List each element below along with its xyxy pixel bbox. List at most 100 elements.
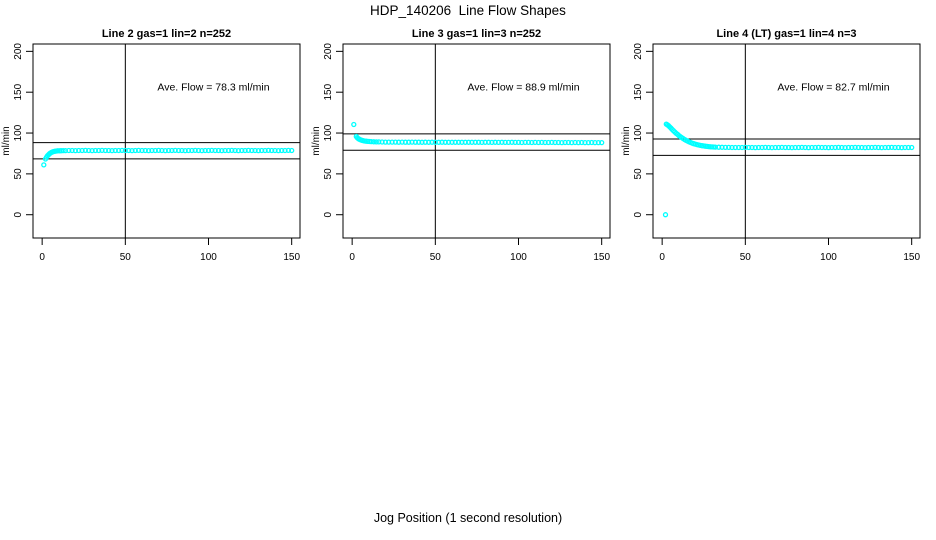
x-tick-label: 0	[659, 252, 665, 263]
data-point	[849, 144, 855, 151]
annotation-ave-flow: Ave. Flow = 82.7 ml/min	[777, 82, 889, 94]
data-point	[132, 147, 138, 154]
data-point	[909, 144, 915, 151]
data-point	[199, 147, 205, 154]
data-point	[845, 144, 852, 151]
data-point	[762, 144, 768, 151]
figure-x-axis-label: Jog Position (1 second resolution)	[373, 511, 563, 525]
data-point	[752, 144, 758, 151]
data-point	[179, 147, 185, 154]
data-point	[782, 144, 788, 151]
x-tick-label: 150	[593, 252, 610, 263]
data-point	[442, 139, 448, 145]
data-point	[579, 139, 585, 146]
x-tick-label: 150	[903, 252, 920, 263]
x-tick-label: 0	[349, 252, 355, 263]
y-tick-label: 150	[13, 83, 24, 100]
annotation-ave-flow: Ave. Flow = 78.3 ml/min	[157, 82, 269, 94]
data-point	[572, 139, 578, 146]
data-point	[289, 147, 295, 154]
panel-1: Line 2 gas=1 lin=2 n=252 0 50 100 150 0 50 100 1…	[1, 28, 301, 263]
x-tick-label: 100	[510, 252, 527, 263]
data-point	[775, 144, 782, 151]
data-point	[102, 147, 109, 154]
data-point	[225, 147, 232, 154]
data-point	[89, 147, 95, 154]
data-point	[379, 139, 385, 145]
data-point	[96, 147, 102, 154]
data-point	[809, 144, 815, 151]
data-point	[242, 147, 248, 154]
data-point	[406, 139, 412, 145]
data-point	[426, 139, 432, 145]
data-point	[789, 144, 795, 151]
data-point	[559, 139, 565, 146]
data-point	[212, 147, 218, 154]
data-point	[802, 144, 808, 151]
x-tick-label: 50	[740, 252, 752, 263]
data-point	[589, 139, 595, 146]
data-point	[232, 147, 238, 154]
data-point	[869, 144, 875, 151]
data-point	[595, 139, 602, 146]
data-point	[885, 144, 892, 151]
y-axis-label: ml/min	[311, 126, 322, 155]
y-tick-label: 200	[633, 43, 644, 60]
y-tick-label: 150	[323, 83, 334, 100]
data-point	[895, 144, 902, 151]
data-point	[252, 147, 258, 154]
data-point	[229, 147, 235, 154]
data-point	[152, 147, 158, 154]
data-point	[872, 144, 878, 151]
figure-main-title: HDP_140206 Line Flow Shapes	[370, 3, 566, 18]
y-tick-label: 100	[633, 124, 644, 141]
y-tick-label: 50	[323, 168, 334, 180]
data-point	[265, 147, 272, 154]
data-point	[862, 144, 868, 151]
data-points	[662, 121, 915, 218]
data-point	[66, 147, 72, 154]
data-point	[142, 147, 148, 154]
data-point	[262, 147, 268, 154]
data-point	[279, 147, 285, 154]
data-point	[822, 144, 828, 151]
data-point	[839, 144, 845, 151]
data-point	[835, 144, 842, 151]
data-point	[205, 147, 212, 154]
y-tick-label: 150	[633, 83, 644, 100]
data-point	[419, 139, 425, 145]
data-point	[525, 139, 532, 146]
y-tick-label: 50	[633, 168, 644, 180]
data-point	[351, 121, 357, 128]
data-point	[60, 147, 66, 154]
data-point	[825, 144, 832, 151]
data-point	[41, 162, 47, 168]
data-point	[716, 144, 722, 150]
data-point	[485, 139, 492, 145]
data-point	[182, 147, 188, 154]
panel-2: Line 3 gas=1 lin=3 n=252 0 50 100 150 0 50 100 1…	[311, 28, 611, 263]
data-point	[368, 138, 374, 145]
data-point	[255, 147, 262, 154]
data-point	[449, 139, 455, 145]
data-point	[859, 144, 865, 151]
data-point	[462, 139, 468, 145]
data-point	[429, 139, 435, 145]
data-point	[92, 147, 99, 154]
data-point	[162, 147, 168, 154]
data-point	[542, 139, 548, 146]
data-point	[529, 139, 535, 146]
data-point	[739, 144, 745, 151]
data-point	[662, 212, 669, 218]
data-point	[575, 139, 582, 146]
data-point	[373, 139, 379, 145]
data-point	[562, 139, 568, 146]
x-tick-label: 100	[200, 252, 217, 263]
data-point	[371, 139, 377, 145]
data-point	[772, 144, 778, 151]
y-tick-label: 100	[13, 124, 24, 141]
data-point	[522, 139, 528, 146]
data-point	[412, 139, 419, 145]
data-point	[795, 144, 802, 151]
